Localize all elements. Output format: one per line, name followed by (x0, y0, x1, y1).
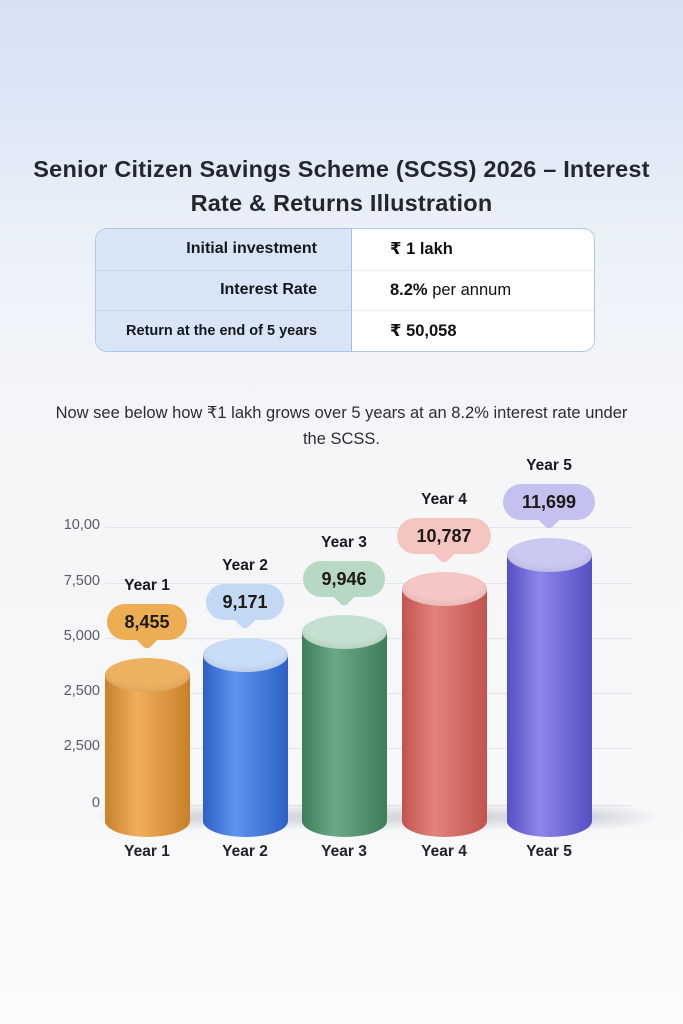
cylinder-body (506, 555, 592, 837)
year-callout-label-year-5: Year 5 (526, 457, 572, 474)
cylinder-body (301, 632, 387, 837)
growth-chart: 10,00 7,500 5,000 2,500 2,500 0 8,455 Year 1 Yea… (0, 450, 683, 880)
cylinder-top-ellipse (401, 572, 487, 606)
table-row-value: ₹ 1 lakh (352, 229, 594, 270)
chart-intro-text: Now see below how ₹1 lakh grows over 5 y… (55, 403, 628, 449)
table-row-label: Return at the end of 5 years (96, 310, 352, 351)
table-value-bold: ₹ 50,058 (390, 322, 457, 341)
value-bubble-year-3: 9,946 (303, 561, 385, 608)
table-row-label: Interest Rate (96, 269, 352, 311)
bubble-value-label: 9,171 (222, 591, 268, 612)
x-tick-label-year-4: Year 4 (421, 843, 467, 860)
cylinder-top-ellipse (301, 615, 387, 649)
table-value-rest: per annum (427, 280, 512, 299)
x-tick-label-year-2: Year 2 (222, 843, 268, 860)
year-callout-label-year-1: Year 1 (124, 577, 170, 594)
table-row-label: Initial investment (96, 229, 352, 270)
bar-cylinder-year-5 (506, 538, 592, 837)
value-bubble-year-1: 8,455 (107, 604, 187, 651)
y-tick-label: 5,000 (63, 628, 100, 644)
bubble-value-label: 8,455 (124, 611, 170, 632)
bubble-value-label: 9,946 (321, 568, 367, 589)
table-value-bold: 8.2% (390, 280, 428, 299)
value-bubble-year-5: 11,699 (503, 484, 595, 531)
bubble-value-label: 11,699 (521, 491, 577, 512)
y-tick-label: 0 (28, 795, 100, 811)
page-title: Senior Citizen Savings Scheme (SCSS) 202… (33, 155, 650, 216)
y-tick-label: 10,00 (63, 517, 100, 533)
year-callout-label-year-2: Year 2 (222, 557, 268, 574)
scss-summary-table: Initial investment ₹ 1 lakh Interest Rat… (95, 228, 595, 352)
x-tick-label-year-5: Year 5 (526, 843, 572, 860)
value-bubble-year-2: 9,171 (206, 584, 284, 631)
bar-cylinder-year-3 (301, 615, 387, 837)
cylinder-body (202, 655, 288, 837)
value-bubble-year-4: 10,787 (397, 518, 491, 565)
table-value-bold: ₹ 1 lakh (390, 240, 453, 259)
cylinder-body (104, 675, 190, 837)
cylinder-top-ellipse (202, 638, 288, 672)
y-tick-label: 7,500 (63, 573, 100, 589)
bar-cylinder-year-1 (104, 658, 190, 837)
table-row-value: 8.2% per annum (352, 269, 594, 311)
bar-cylinder-year-2 (202, 638, 288, 837)
bubble-value-label: 10,787 (416, 525, 472, 546)
gridline (105, 527, 632, 528)
cylinder-top-ellipse (506, 538, 592, 572)
bar-cylinder-year-4 (401, 572, 487, 837)
cylinder-body (401, 589, 487, 837)
y-tick-label: 2,500 (63, 738, 100, 754)
year-callout-label-year-4: Year 4 (421, 491, 467, 508)
y-tick-label: 2,500 (63, 683, 100, 699)
x-tick-label-year-1: Year 1 (124, 843, 170, 860)
cylinder-top-ellipse (104, 658, 190, 692)
x-tick-label-year-3: Year 3 (321, 843, 367, 860)
year-callout-label-year-3: Year 3 (321, 534, 367, 551)
table-row-value: ₹ 50,058 (352, 310, 594, 351)
